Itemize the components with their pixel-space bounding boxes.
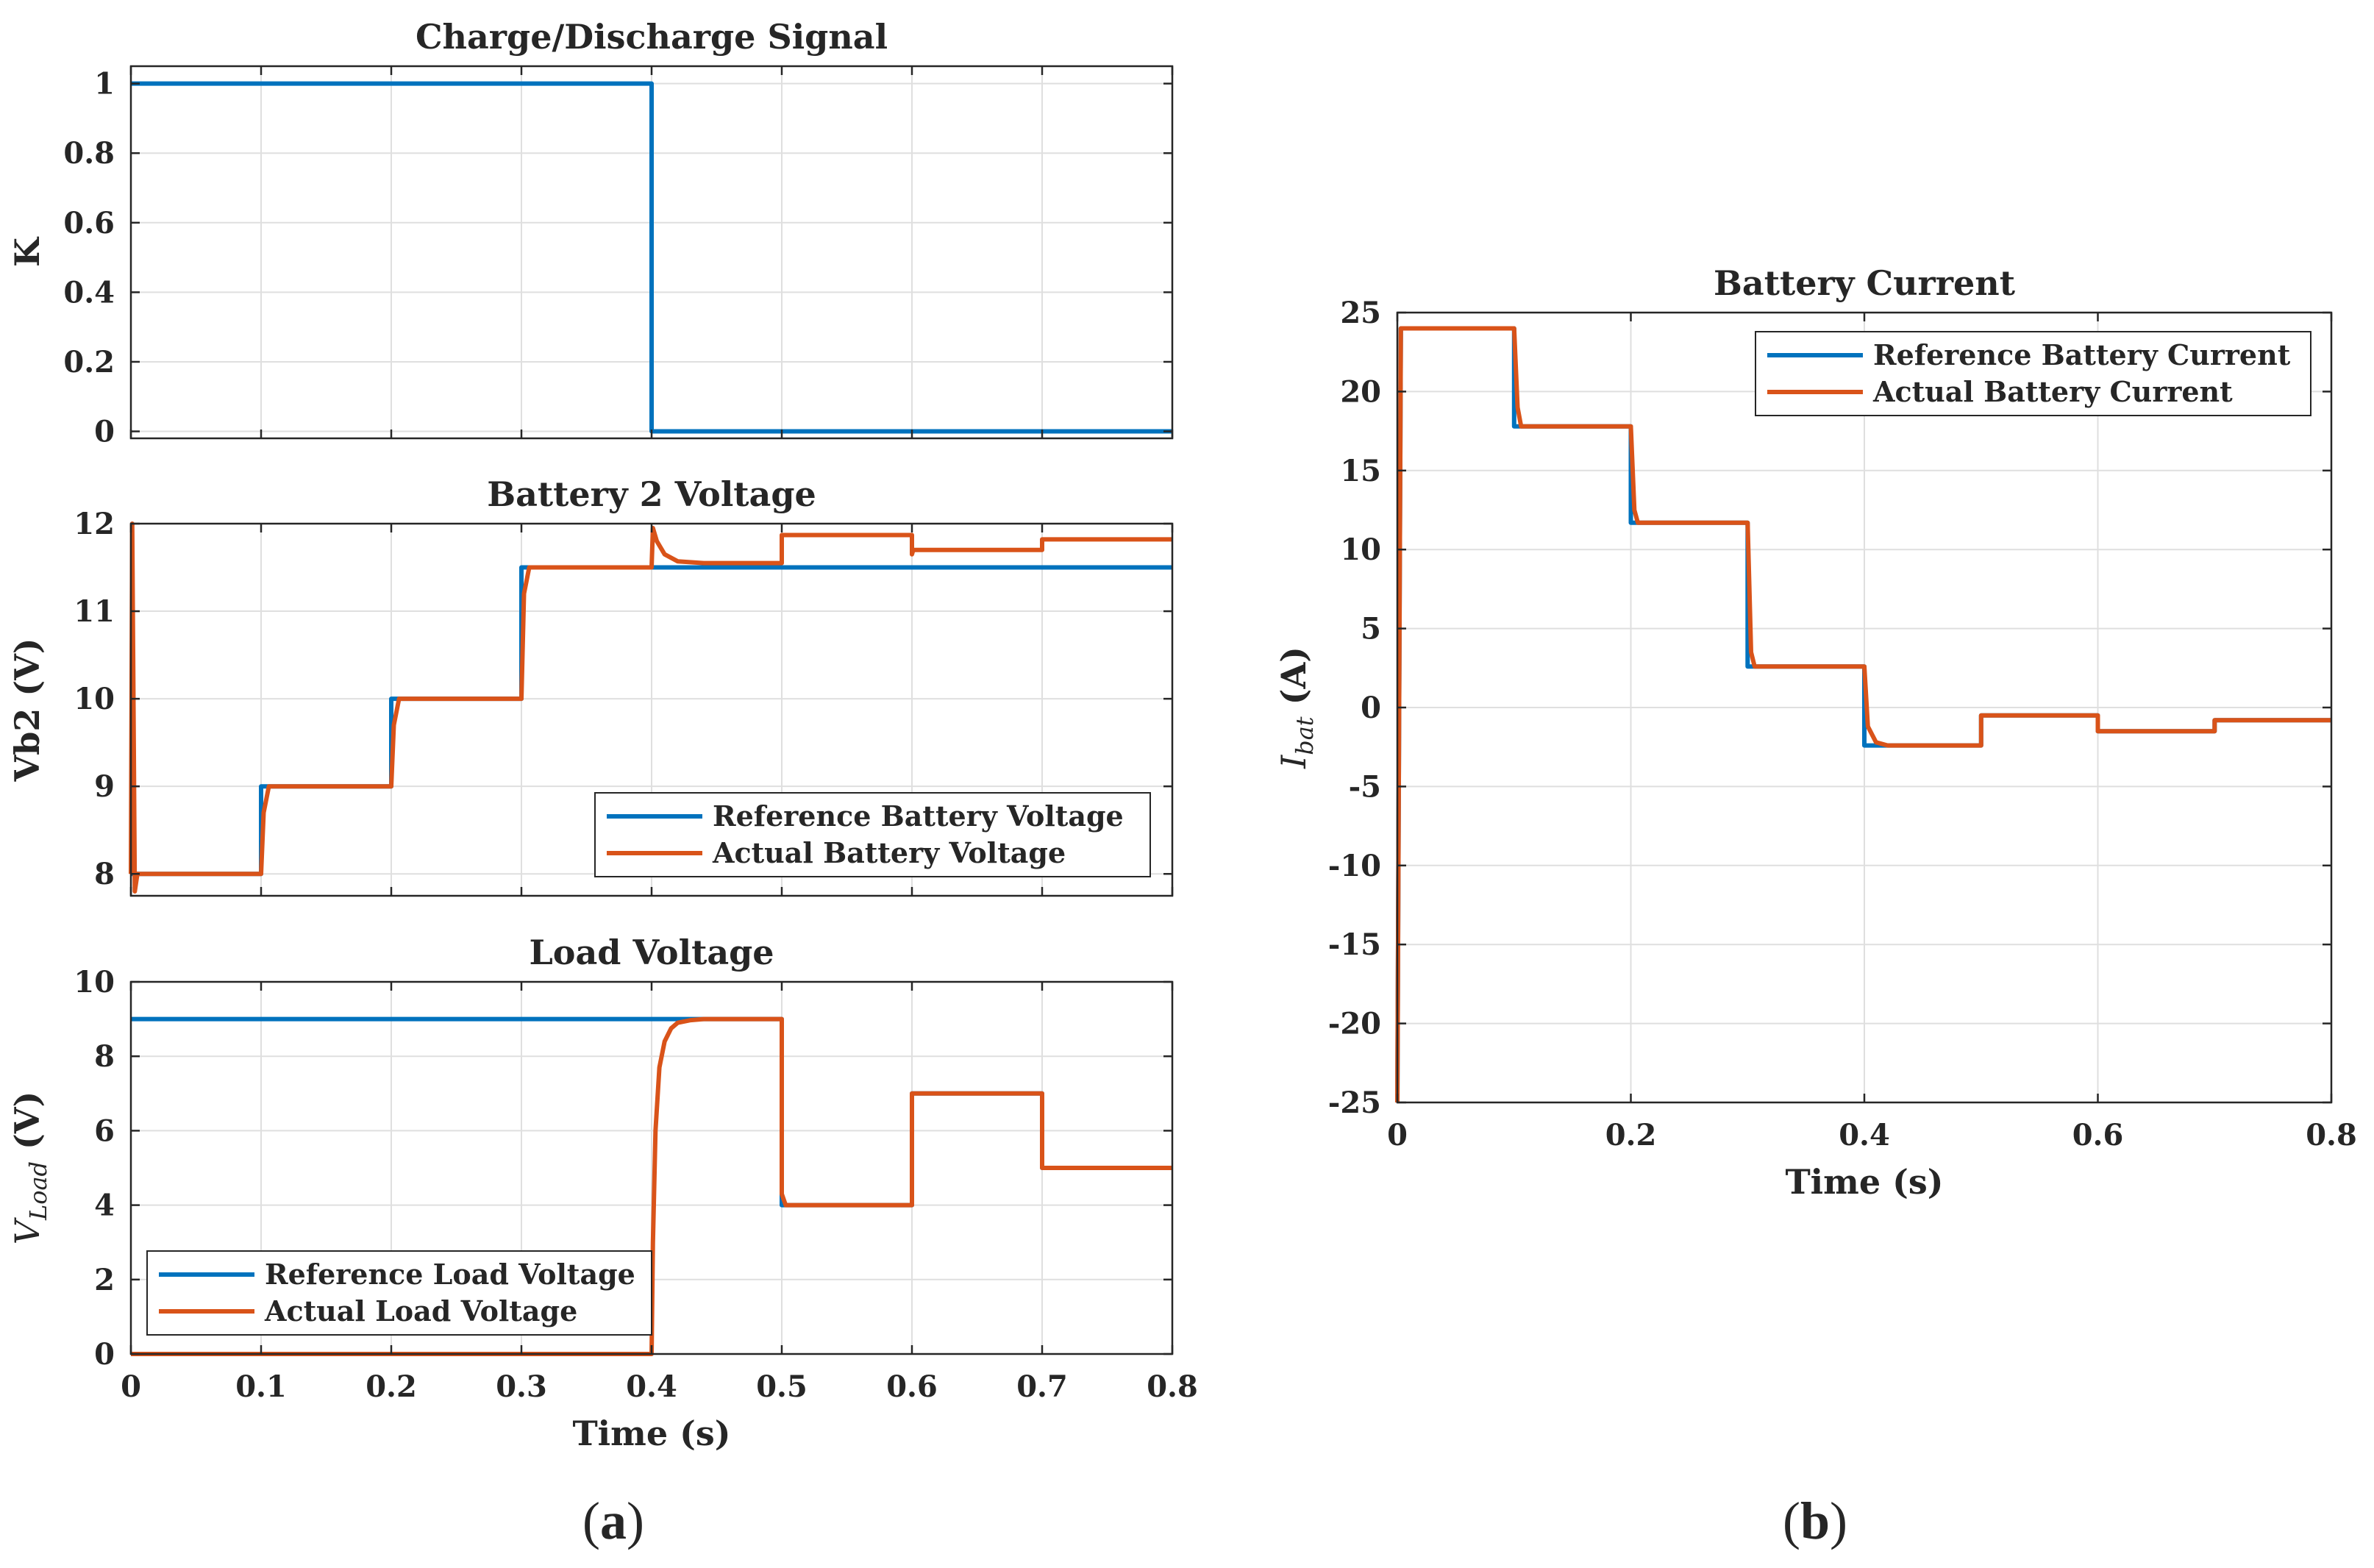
chart-ibat-legend-box [1755,331,2311,416]
chart-vload-title: Load Voltage [529,933,774,972]
chart-vb2-ylabel: Vb2 (V) [7,638,47,782]
chart-vload-ytick-label-5: 10 [74,965,115,999]
panel-label-a: (a) [582,1492,644,1550]
chart-k-ytick-label-4: 0.8 [63,136,115,171]
chart-k-ytick-label-3: 0.6 [63,206,115,240]
chart-vb2-ytick-label-4: 12 [74,507,115,541]
chart-ibat-ytick-label-2: -15 [1328,927,1381,962]
chart-ibat-ytick-label-9: 20 [1340,374,1381,409]
chart-ibat-ylabel-unit: (A) [1274,646,1313,716]
chart-k-series-k [131,81,1172,434]
chart-vload-legend-label-1: Actual Load Voltage [264,1294,577,1328]
chart-vload-ylabel-subscript: Load [24,1161,52,1221]
chart-vload-ytick-label-4: 8 [94,1039,115,1074]
chart-k-ylabel: K [7,236,47,267]
chart-vload-ytick-label-2: 4 [94,1189,115,1223]
chart-ibat-xtick-label-0: 0 [1387,1118,1408,1152]
chart-vload-ytick-label-0: 0 [94,1337,115,1372]
panel-label-b: (b) [1783,1492,1847,1550]
chart-vb2-ytick-label-0: 8 [94,857,115,891]
chart-ibat-xtick-label-2: 0.4 [1839,1118,1890,1152]
chart-ibat-legend: Reference Battery Current Actual Battery … [1755,331,2311,416]
chart-vload-ytick-label-3: 6 [94,1113,115,1148]
chart-vload-ylabel-symbol: V [7,1216,47,1244]
subplot-battery-voltage: 8 9 10 11 12 Battery 2 Voltage Vb2 (V) Referenc… [7,474,1174,897]
chart-ibat-series-actual-battery-current [1395,326,2331,1103]
chart-vload-ytick-label-1: 2 [94,1263,115,1297]
chart-vb2-title: Battery 2 Voltage [487,474,816,514]
chart-ibat-ytick-label-10: 25 [1340,296,1381,330]
chart-ibat-ylabel: Ibat (A) [1274,646,1319,769]
chart-vload-series-actual-load-voltage [131,1016,1172,1356]
chart-vb2-legend-label-0: Reference Battery Voltage [713,799,1124,833]
chart-ibat-ytick-label-6: 5 [1361,612,1381,646]
chart-vload-legend-box [146,1250,652,1336]
chart-ibat-xtick-label-1: 0.2 [1605,1118,1657,1152]
chart-vload-xtick-label-7: 0.7 [1016,1369,1068,1404]
chart-ibat-ytick-label-5: 0 [1361,691,1381,725]
chart-ibat-ytick-label-7: 10 [1340,532,1381,567]
chart-vload-xtick-label-3: 0.3 [496,1369,547,1404]
chart-ibat-xtick-label-3: 0.6 [2072,1118,2124,1152]
chart-ibat-ytick-label-4: -5 [1349,769,1381,804]
chart-ibat-legend-label-1: Actual Battery Current [1872,375,2233,408]
chart-k-ytick-label-2: 0.4 [63,275,115,310]
chart-vload-xtick-label-1: 0.1 [235,1369,287,1404]
chart-vload-xtick-label-6: 0.6 [886,1369,938,1404]
chart-ibat-xtick-label-4: 0.8 [2306,1118,2357,1152]
chart-k-ytick-label-1: 0.2 [63,345,115,379]
chart-vb2-legend-label-1: Actual Battery Voltage [712,836,1066,869]
chart-vload-xtick-label-0: 0 [121,1369,141,1404]
chart-k-ytick-label-0: 0 [94,415,115,449]
chart-ibat-ytick-label-3: -10 [1328,849,1381,883]
chart-ibat-ytick-label-1: -20 [1328,1007,1381,1041]
chart-k-title: Charge/Discharge Signal [416,17,888,57]
subplot-charge-discharge: 0 0.2 0.4 0.6 0.8 1 Charge/Discharge Signal K [7,17,1174,449]
chart-vload-xtick-label-5: 0.5 [756,1369,808,1404]
chart-vload-xtick-label-4: 0.4 [626,1369,677,1404]
chart-ibat-ylabel-subscript: bat [1291,716,1319,755]
chart-k-ytick-label-5: 1 [94,67,115,101]
subplot-battery-current: 0 0.2 0.4 0.6 0.8 -25 -20 -15 -10 -5 0 5 10 15 20 25 Bat… [1274,263,2357,1202]
chart-vb2-series-actual-battery-voltage [129,521,1172,894]
chart-vload-ylabel-unit: (V) [7,1091,47,1161]
chart-vload-xtick-label-8: 0.8 [1147,1369,1198,1404]
chart-vload-xtick-label-2: 0.2 [366,1369,417,1404]
chart-vload-ylabel: VLoad (V) [7,1091,52,1245]
chart-ibat-legend-label-0: Reference Battery Current [1873,338,2291,371]
chart-vb2-legend-box [594,792,1151,877]
chart-vb2-ytick-label-3: 11 [74,594,115,629]
chart-ibat-ytick-label-8: 15 [1340,454,1381,488]
chart-ibat-ytick-label-0: -25 [1328,1086,1381,1120]
chart-vb2-ytick-label-2: 10 [74,682,115,716]
chart-vb2-ytick-label-1: 9 [94,769,115,804]
chart-ibat-xlabel: Time (s) [1785,1162,1943,1202]
chart-vload-xlabel: Time (s) [572,1414,730,1453]
chart-ibat-title: Battery Current [1714,263,2016,303]
chart-vload-legend-label-0: Reference Load Voltage [265,1258,635,1291]
chart-ibat-ylabel-symbol: I [1274,755,1313,769]
subplot-load-voltage: 0 0.1 0.2 0.3 0.4 0.5 0.6 0.7 0.8 0 2 4 6 8 10 Load Vol… [7,933,1198,1453]
